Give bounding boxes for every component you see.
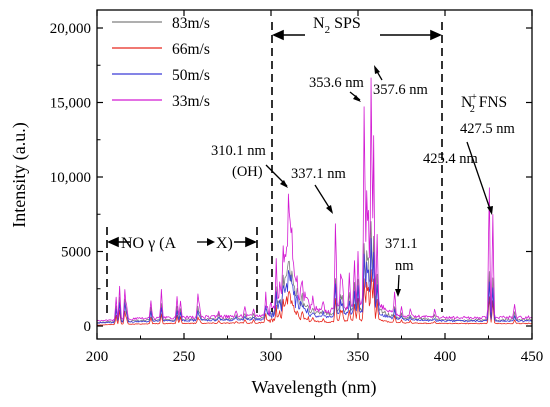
x-tick-label: 450 (521, 349, 544, 365)
peak-353-label: 353.6 nm (309, 75, 365, 91)
peak-310-label: 310.1 nm (211, 143, 267, 159)
x-tick-label: 350 (347, 349, 370, 365)
spectrum-series-group (96, 77, 533, 326)
series-line-33m-per-s (96, 77, 533, 322)
n2p-fns-label: N+ 2 FNS (461, 92, 507, 115)
peak-310-oh-label: (OH) (232, 164, 263, 180)
legend: 83m/s 66m/s 50m/s 33m/s (112, 15, 210, 110)
peak-371-label: 371.1 (385, 236, 418, 252)
series-line-50m-per-s (96, 237, 533, 324)
x-tick-label: 200 (86, 349, 109, 365)
peak-357-label: 357.6 nm (373, 82, 429, 98)
y-tick-label: 5000 (61, 245, 91, 261)
series-line-66m-per-s (96, 269, 533, 326)
peak-337-label: 337.1 nm (291, 166, 347, 182)
x-tick-label: 400 (434, 349, 457, 365)
x-tick-label: 250 (173, 349, 196, 365)
x-tick-label: 300 (260, 349, 283, 365)
legend-label-50: 50m/s (172, 67, 210, 84)
no-gamma-arrow (197, 238, 215, 246)
peak-427-label: 427.5 nm (460, 121, 516, 137)
peak-371-unit-label: nm (395, 258, 414, 274)
no-gamma-label: NO γ (A (121, 235, 177, 252)
x-axis-title: Wavelength (nm) (251, 377, 376, 398)
n2-sps-bracket (271, 22, 443, 312)
y-tick-label: 20,000 (50, 21, 91, 37)
y-tick-label: 15,000 (50, 96, 91, 112)
no-gamma-bracket (106, 227, 258, 317)
peak-425-label: 425.4 nm (423, 151, 479, 167)
y-axis-title: Intensity (a.u.) (9, 122, 30, 227)
y-tick-label: 10,000 (50, 170, 91, 186)
peak-arrow-heads (280, 65, 493, 297)
legend-label-83: 83m/s (172, 15, 210, 32)
legend-label-66: 66m/s (172, 41, 210, 58)
axis-ticks: 200 250 300 350 400 450 0 5000 10,000 15,000 20,00… (50, 10, 544, 365)
n2-sps-label: N2 SPS (313, 15, 361, 36)
no-gamma-label-end: X) (216, 235, 233, 252)
legend-label-33: 33m/s (172, 93, 210, 110)
y-tick-label: 0 (84, 319, 92, 335)
